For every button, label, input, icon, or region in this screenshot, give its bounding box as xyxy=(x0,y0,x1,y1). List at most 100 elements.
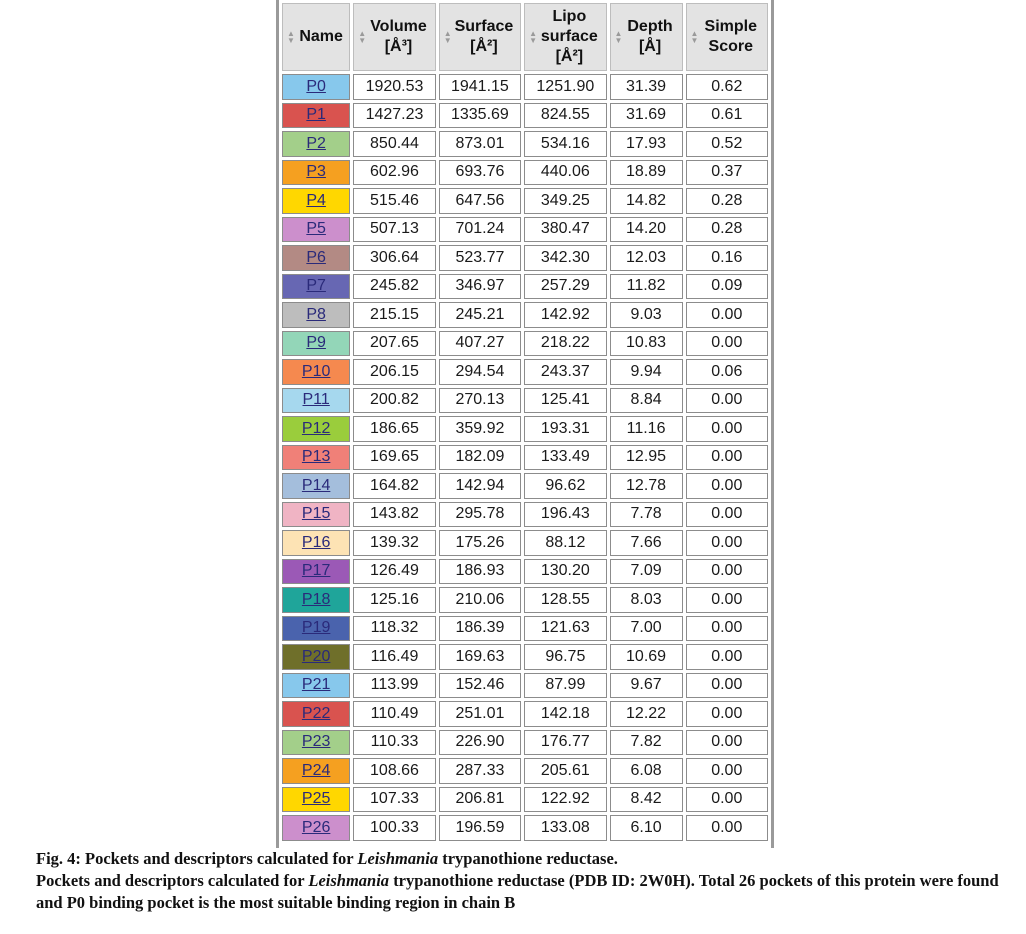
lipo-surface-cell: 87.99 xyxy=(524,672,607,698)
volume-cell: 108.66 xyxy=(353,758,436,784)
depth-cell: 31.39 xyxy=(609,74,683,100)
pockets-table-container: ▲ ▼ Name ▲ ▼ Volume [Å³] ▲ ▼ Surface [Å²] ▲… xyxy=(276,0,774,848)
lipo-surface-cell: 125.41 xyxy=(524,387,607,413)
pocket-name-link[interactable]: P2 xyxy=(282,131,351,157)
pocket-name-link[interactable]: P17 xyxy=(282,558,351,584)
pocket-name-link[interactable]: P13 xyxy=(282,444,351,470)
column-header-name[interactable]: ▲ ▼ Name xyxy=(282,3,351,71)
pocket-name-link[interactable]: P12 xyxy=(282,416,351,442)
column-header-surface[interactable]: ▲ ▼ Surface [Å²] xyxy=(438,3,522,71)
pocket-name-link[interactable]: P15 xyxy=(282,501,351,527)
table-row: P5 507.13 701.24 380.47 14.20 0.28 xyxy=(282,216,768,242)
pocket-name-link[interactable]: P7 xyxy=(282,273,351,299)
pocket-name-link[interactable]: P21 xyxy=(282,672,351,698)
volume-cell: 215.15 xyxy=(353,302,436,328)
volume-cell: 110.49 xyxy=(353,701,436,727)
simple-score-cell: 0.00 xyxy=(685,558,768,584)
pocket-name-link[interactable]: P1 xyxy=(282,102,351,128)
volume-cell: 100.33 xyxy=(353,815,436,841)
table-row: P9 207.65 407.27 218.22 10.83 0.00 xyxy=(282,330,768,356)
surface-cell: 693.76 xyxy=(438,159,522,185)
lipo-surface-cell: 440.06 xyxy=(524,159,607,185)
simple-score-cell: 0.00 xyxy=(685,501,768,527)
column-header-volume[interactable]: ▲ ▼ Volume [Å³] xyxy=(353,3,436,71)
surface-cell: 142.94 xyxy=(438,473,522,499)
lipo-surface-cell: 205.61 xyxy=(524,758,607,784)
table-row: P20 116.49 169.63 96.75 10.69 0.00 xyxy=(282,644,768,670)
depth-cell: 10.69 xyxy=(609,644,683,670)
caption-body: Pockets and descriptors calculated for L… xyxy=(36,870,1021,914)
header-label: Simple xyxy=(704,18,757,35)
surface-cell: 287.33 xyxy=(438,758,522,784)
pockets-table-body: P0 1920.53 1941.15 1251.90 31.39 0.62 P1 1427.2… xyxy=(282,74,768,841)
depth-cell: 7.78 xyxy=(609,501,683,527)
volume-cell: 169.65 xyxy=(353,444,436,470)
volume-cell: 207.65 xyxy=(353,330,436,356)
simple-score-cell: 0.00 xyxy=(685,330,768,356)
table-row: P11 200.82 270.13 125.41 8.84 0.00 xyxy=(282,387,768,413)
table-row: P3 602.96 693.76 440.06 18.89 0.37 xyxy=(282,159,768,185)
pocket-name-link[interactable]: P16 xyxy=(282,530,351,556)
pocket-name-link[interactable]: P6 xyxy=(282,245,351,271)
pocket-name-link[interactable]: P19 xyxy=(282,615,351,641)
table-row: P14 164.82 142.94 96.62 12.78 0.00 xyxy=(282,473,768,499)
header-unit: [Å²] xyxy=(470,38,498,55)
pocket-name-link[interactable]: P8 xyxy=(282,302,351,328)
surface-cell: 346.97 xyxy=(438,273,522,299)
lipo-surface-cell: 88.12 xyxy=(524,530,607,556)
surface-cell: 407.27 xyxy=(438,330,522,356)
pocket-name-link[interactable]: P23 xyxy=(282,729,351,755)
table-row: P2 850.44 873.01 534.16 17.93 0.52 xyxy=(282,131,768,157)
simple-score-cell: 0.00 xyxy=(685,302,768,328)
table-row: P10 206.15 294.54 243.37 9.94 0.06 xyxy=(282,359,768,385)
caption-body-species: Leishmania xyxy=(308,871,390,890)
surface-cell: 175.26 xyxy=(438,530,522,556)
pocket-name-link[interactable]: P0 xyxy=(282,74,351,100)
column-header-lipo-surface[interactable]: ▲ ▼ Lipo surface [Å²] xyxy=(524,3,607,71)
volume-cell: 113.99 xyxy=(353,672,436,698)
pocket-name-link[interactable]: P11 xyxy=(282,387,351,413)
header-label: Depth xyxy=(627,18,673,35)
surface-cell: 196.59 xyxy=(438,815,522,841)
surface-cell: 701.24 xyxy=(438,216,522,242)
table-row: P19 118.32 186.39 121.63 7.00 0.00 xyxy=(282,615,768,641)
sort-arrows-icon: ▲ ▼ xyxy=(614,29,623,45)
pocket-name-link[interactable]: P9 xyxy=(282,330,351,356)
pocket-name-link[interactable]: P25 xyxy=(282,786,351,812)
depth-cell: 12.95 xyxy=(609,444,683,470)
simple-score-cell: 0.00 xyxy=(685,473,768,499)
volume-cell: 1427.23 xyxy=(353,102,436,128)
table-row: P12 186.65 359.92 193.31 11.16 0.00 xyxy=(282,416,768,442)
pocket-name-link[interactable]: P14 xyxy=(282,473,351,499)
pocket-name-link[interactable]: P5 xyxy=(282,216,351,242)
table-row: P24 108.66 287.33 205.61 6.08 0.00 xyxy=(282,758,768,784)
sort-arrows-icon: ▲ ▼ xyxy=(443,29,452,45)
simple-score-cell: 0.06 xyxy=(685,359,768,385)
pocket-name-link[interactable]: P26 xyxy=(282,815,351,841)
pocket-name-link[interactable]: P22 xyxy=(282,701,351,727)
pocket-name-link[interactable]: P4 xyxy=(282,188,351,214)
lipo-surface-cell: 133.49 xyxy=(524,444,607,470)
lipo-surface-cell: 218.22 xyxy=(524,330,607,356)
simple-score-cell: 0.37 xyxy=(685,159,768,185)
simple-score-cell: 0.28 xyxy=(685,188,768,214)
simple-score-cell: 0.00 xyxy=(685,701,768,727)
simple-score-cell: 0.28 xyxy=(685,216,768,242)
lipo-surface-cell: 1251.90 xyxy=(524,74,607,100)
pocket-name-link[interactable]: P3 xyxy=(282,159,351,185)
header-label: Name xyxy=(299,28,343,45)
pocket-name-link[interactable]: P24 xyxy=(282,758,351,784)
depth-cell: 12.78 xyxy=(609,473,683,499)
lipo-surface-cell: 96.62 xyxy=(524,473,607,499)
simple-score-cell: 0.52 xyxy=(685,131,768,157)
caption-title-text-end: trypanothione reductase. xyxy=(438,849,618,868)
lipo-surface-cell: 243.37 xyxy=(524,359,607,385)
surface-cell: 1335.69 xyxy=(438,102,522,128)
pocket-name-link[interactable]: P18 xyxy=(282,587,351,613)
table-row: P4 515.46 647.56 349.25 14.82 0.28 xyxy=(282,188,768,214)
pocket-name-link[interactable]: P10 xyxy=(282,359,351,385)
column-header-depth[interactable]: ▲ ▼ Depth [Å] xyxy=(609,3,683,71)
pocket-name-link[interactable]: P20 xyxy=(282,644,351,670)
column-header-simple-score[interactable]: ▲ ▼ Simple Score xyxy=(685,3,768,71)
volume-cell: 206.15 xyxy=(353,359,436,385)
